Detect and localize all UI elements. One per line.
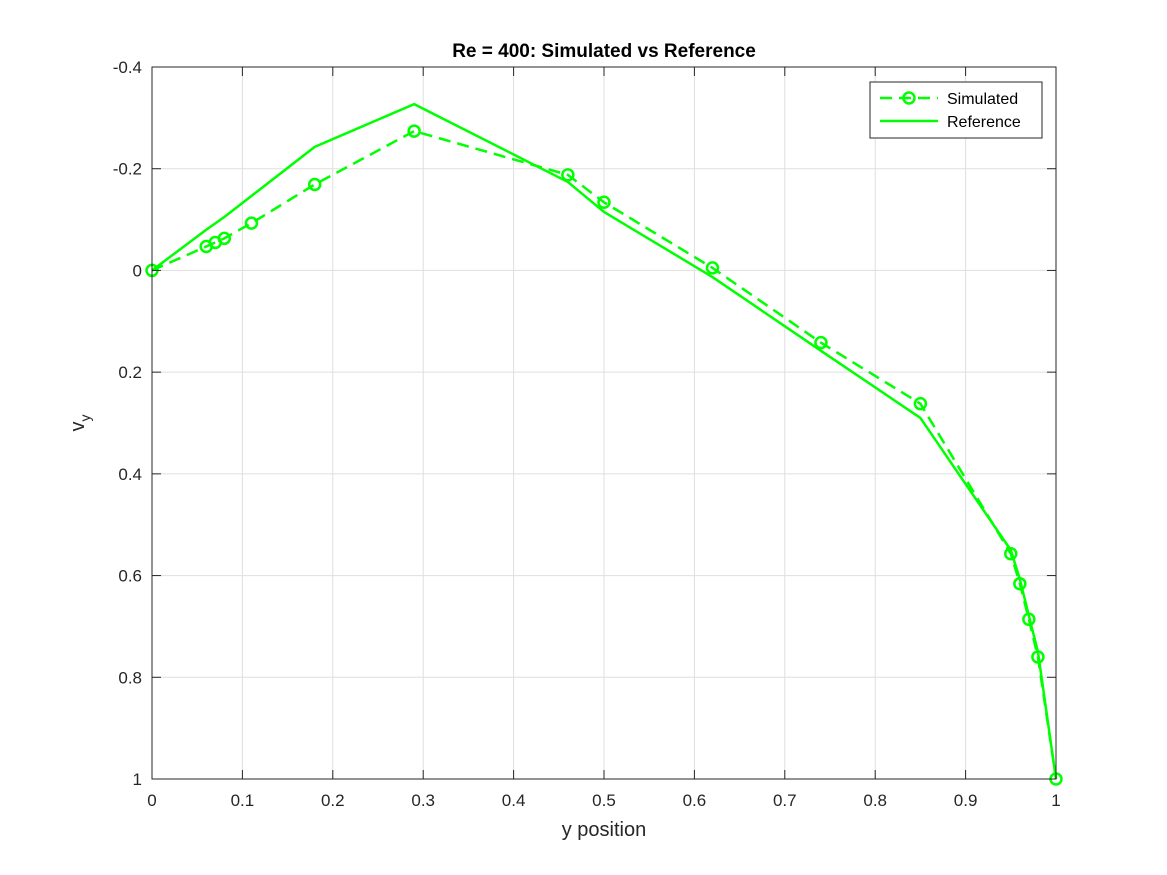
y-axis-label-subscript: y <box>77 415 93 422</box>
data-point-simulated <box>597 195 611 210</box>
y-tick-label: -0.2 <box>113 160 142 179</box>
x-tick-label: 0.7 <box>773 791 797 810</box>
legend-box <box>869 81 1043 139</box>
y-axis-label: vy <box>67 415 93 432</box>
data-point-simulated <box>561 168 575 182</box>
y-axis-label-main: v <box>67 422 89 432</box>
data-point-simulated <box>217 231 232 246</box>
x-tick-label: 0.6 <box>683 791 707 810</box>
series-line-simulated <box>151 129 1058 780</box>
y-tick-label: 1 <box>133 770 142 789</box>
y-tick-label: 0.2 <box>118 363 142 382</box>
data-point-simulated <box>814 335 828 350</box>
chart-title: Re = 400: Simulated vs Reference <box>452 41 756 62</box>
axis-ticks: 0 0.1 0.2 0.3 0.4 0.5 0.6 0.7 0.8 0.9 1 -0.4 -0.2 0 0.… <box>113 58 1061 810</box>
x-tick-label: 0.3 <box>411 791 435 810</box>
data-point-simulated <box>913 396 928 411</box>
x-tick-label: 0.4 <box>502 791 526 810</box>
y-tick-label: 0.8 <box>118 668 142 687</box>
legend-label-simulated: Simulated <box>947 91 1018 108</box>
y-tick-label: 0.4 <box>118 465 142 484</box>
legend-label-reference: Reference <box>947 114 1021 131</box>
x-axis-label: y position <box>562 819 647 841</box>
x-tick-label: 0 <box>147 791 156 810</box>
series-line-reference <box>151 102 1058 780</box>
data-point-simulated <box>244 216 259 230</box>
data-point-simulated <box>407 124 421 138</box>
x-tick-label: 0.2 <box>321 791 345 810</box>
y-tick-label: 0 <box>133 261 142 280</box>
x-tick-label: 1 <box>1051 791 1060 810</box>
legend-marker-simulated <box>902 91 916 105</box>
x-tick-label: 0.8 <box>863 791 887 810</box>
x-tick-label: 0.5 <box>592 791 616 810</box>
x-tick-label: 0.9 <box>954 791 978 810</box>
legend: Simulated Reference <box>869 81 1043 139</box>
data-point-simulated <box>307 177 322 192</box>
y-tick-label: -0.4 <box>113 58 142 77</box>
data-point-simulated <box>705 261 720 275</box>
x-tick-label: 0.1 <box>231 791 255 810</box>
y-tick-label: 0.6 <box>118 567 142 586</box>
